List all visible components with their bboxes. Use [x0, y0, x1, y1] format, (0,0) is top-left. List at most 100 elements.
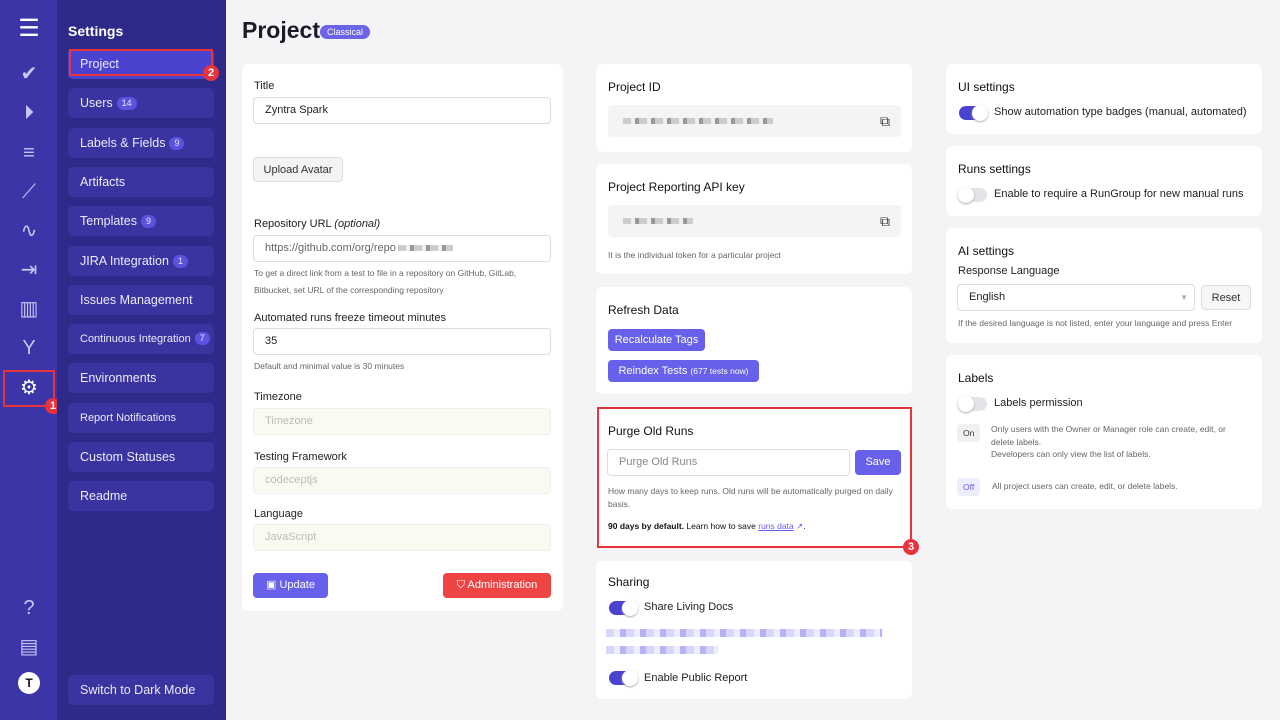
runs-data-link[interactable]: runs data	[758, 521, 794, 531]
on-description: Only users with the Owner or Manager rol…	[991, 424, 1226, 459]
shield-icon: ⛉	[456, 579, 468, 591]
freeze-input[interactable]: 35	[253, 328, 551, 355]
freeze-hint: Default and minimal value is 30 minutes	[254, 361, 405, 371]
sidebar-item-readme[interactable]: Readme	[68, 481, 214, 512]
copy-icon[interactable]: ⧉	[880, 113, 890, 129]
labels-title: Labels	[958, 371, 994, 385]
labels-card	[946, 355, 1262, 509]
project-id-title: Project ID	[608, 80, 661, 94]
public-report-toggle[interactable]	[609, 670, 638, 686]
response-language-select[interactable]: English ▼	[957, 284, 1195, 311]
ai-hint: If the desired language is not listed, e…	[958, 318, 1233, 328]
sidebar-item-label: Labels & Fields	[80, 135, 166, 150]
badges-label: Show automation type badges (manual, aut…	[994, 106, 1247, 118]
update-button[interactable]: ▣ Update	[253, 573, 328, 598]
badges-toggle[interactable]	[959, 105, 988, 121]
purge-card	[596, 407, 912, 548]
purge-input[interactable]: Purge Old Runs	[607, 449, 850, 476]
sidebar-item-label: Environments	[80, 371, 157, 386]
sidebar-item-users[interactable]: Users 14	[68, 88, 214, 119]
on-pill: On	[957, 424, 981, 442]
living-docs-toggle[interactable]	[609, 600, 638, 616]
branch-icon[interactable]: Y	[22, 337, 36, 359]
timezone-input[interactable]: Timezone	[253, 408, 551, 435]
folder-icon[interactable]: ▤	[19, 636, 39, 658]
sidebar-item-environments[interactable]: Environments	[68, 363, 214, 394]
living-docs-url	[606, 629, 882, 637]
check-icon[interactable]: ✔	[20, 63, 38, 85]
reindex-tests-button[interactable]: Reindex Tests (677 tests now)	[608, 360, 759, 382]
menu-icon[interactable]: ☰	[18, 15, 40, 42]
pulse-icon[interactable]: ∿	[20, 220, 38, 242]
marker-3: 3	[903, 539, 919, 555]
administration-button[interactable]: ⛉ Administration	[443, 573, 551, 598]
off-description: All project users can create, edit, or d…	[992, 481, 1178, 491]
count-badge: 7	[194, 332, 210, 346]
sidebar-item-report-notifications[interactable]: Report Notifications	[68, 402, 214, 433]
steps-icon[interactable]: ⟋	[22, 181, 36, 203]
copy-api-key-icon[interactable]: ⧉	[880, 213, 890, 229]
chart-icon[interactable]: ▥	[19, 298, 39, 320]
sidebar-item-labels-fields[interactable]: Labels & Fields 9	[68, 127, 214, 158]
purge-title: Purge Old Runs	[608, 424, 694, 438]
api-key-title: Project Reporting API key	[608, 180, 745, 194]
dark-mode-button[interactable]: Switch to Dark Mode	[68, 675, 214, 705]
framework-input[interactable]: codeceptjs	[253, 467, 551, 494]
sidebar-item-label: Templates	[80, 214, 137, 229]
sidebar-item-templates[interactable]: Templates 9	[68, 206, 214, 237]
ui-settings-card	[946, 64, 1262, 134]
sidebar-item-label: JIRA Integration	[80, 253, 169, 268]
rungroup-toggle[interactable]	[958, 187, 987, 203]
upload-avatar-button[interactable]: Upload Avatar	[253, 157, 343, 182]
sidebar-item-artifacts[interactable]: Artifacts	[68, 166, 214, 197]
sidebar-item-label: Continuous Integration	[80, 333, 191, 346]
title-input[interactable]: Zyntra Spark	[253, 97, 551, 124]
living-docs-label: Share Living Docs	[644, 601, 734, 613]
repo-input[interactable]: https://github.com/org/repo	[253, 235, 551, 262]
project-type-badge: Classical	[320, 25, 371, 39]
highlight-purge	[597, 407, 912, 548]
language-input[interactable]: JavaScript	[253, 524, 551, 551]
labels-permission-label: Labels permission	[994, 397, 1083, 409]
rungroup-label: Enable to require a RunGroup for new man…	[994, 188, 1244, 200]
api-key-hint: It is the individual token for a particu…	[608, 250, 781, 260]
icon-rail: ☰ ✔ ⏵ ≡ ⟋ ∿ ⇥ ▥ Y ⚙ ? ▤ T	[0, 0, 57, 720]
purge-save-button[interactable]: Save	[855, 450, 901, 475]
sidebar-item-label: Artifacts	[80, 174, 126, 189]
avatar-icon[interactable]: T	[18, 672, 40, 694]
count-badge: 1	[172, 254, 188, 268]
save-icon: ▣	[266, 579, 280, 591]
sidebar-item-jira-integration[interactable]: JIRA Integration 1	[68, 245, 214, 276]
repo-label: Repository URL (optional)	[254, 218, 381, 230]
sidebar-item-label: Project	[80, 57, 119, 71]
project-id-field	[608, 105, 901, 137]
freeze-label: Automated runs freeze timeout minutes	[254, 312, 446, 324]
list-check-icon[interactable]: ≡	[23, 142, 35, 164]
gear-icon[interactable]: ⚙	[20, 377, 38, 399]
sidebar-item-label: Readme	[80, 489, 128, 504]
import-icon[interactable]: ⇥	[20, 259, 38, 281]
help-icon[interactable]: ?	[23, 597, 35, 619]
sidebar-title: Settings	[68, 23, 124, 39]
response-language-label: Response Language	[958, 265, 1060, 277]
highlight-project	[69, 49, 213, 76]
labels-permission-toggle[interactable]	[958, 396, 987, 412]
sidebar-item-issues-management[interactable]: Issues Management	[68, 284, 214, 315]
api-key-field	[608, 205, 901, 237]
reset-button[interactable]: Reset	[1201, 285, 1251, 310]
chevron-down-icon: ▼	[1180, 293, 1188, 302]
play-circle-icon[interactable]: ⏵	[24, 102, 34, 124]
ai-settings-title: AI settings	[958, 244, 1015, 258]
sidebar-item-continuous-integration[interactable]: Continuous Integration 7	[68, 324, 214, 355]
highlight-gear	[3, 370, 55, 407]
recalculate-tags-button[interactable]: Recalculate Tags	[608, 329, 705, 351]
count-badge: 9	[169, 136, 185, 150]
sidebar-item-custom-statuses[interactable]: Custom Statuses	[68, 442, 214, 472]
off-pill: Off	[957, 478, 981, 496]
title-label: Title	[254, 80, 275, 92]
sidebar-item-label: Report Notifications	[80, 411, 176, 424]
settings-sidebar: Settings Project Users 14 Labels & Fields 9 A…	[57, 0, 226, 720]
count-badge: 14	[116, 97, 137, 111]
sidebar-item-label: Custom Statuses	[80, 450, 176, 464]
framework-label: Testing Framework	[254, 451, 347, 463]
